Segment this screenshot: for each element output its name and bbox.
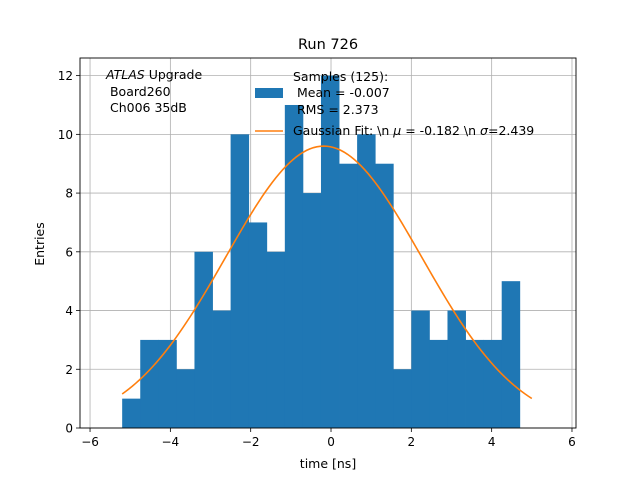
y-tick-label: 10	[58, 128, 73, 142]
histogram-bar	[176, 369, 195, 428]
atlas-label: ATLAS	[105, 67, 145, 82]
legend-histogram-swatch	[255, 88, 283, 98]
histogram-bar	[122, 398, 141, 428]
histogram-bar	[357, 134, 376, 428]
upgrade-label: Upgrade	[145, 67, 203, 82]
x-axis-label: time [ns]	[300, 456, 356, 471]
x-tick-label: 4	[488, 435, 496, 449]
x-tick-label: −4	[162, 435, 180, 449]
histogram-bar	[393, 369, 412, 428]
histogram-bar	[248, 222, 268, 428]
histogram-bars	[122, 75, 521, 428]
legend-samples-label: Samples (125):	[293, 69, 388, 84]
channel-label: Ch006 35dB	[106, 100, 187, 115]
atlas-annotation: ATLAS Upgrade Board260 Ch006 35dB	[105, 67, 202, 115]
legend-fit-label: Gaussian Fit: \n μ = -0.182 \n σ=2.439	[293, 123, 534, 138]
y-axis-label: Entries	[32, 222, 47, 266]
x-tick-label: −2	[242, 435, 260, 449]
histogram-bar	[266, 251, 286, 428]
histogram-bar	[465, 339, 485, 428]
chart-title: Run 726	[298, 37, 358, 53]
x-tick-label: 0	[327, 435, 335, 449]
y-tick-label: 12	[58, 69, 73, 83]
x-tick-label: 2	[408, 435, 416, 449]
gaussian-fit-curve	[121, 145, 533, 400]
histogram-bar	[411, 310, 430, 428]
board-label: Board260	[106, 84, 171, 99]
legend-mean-label: Mean = -0.007	[293, 85, 390, 100]
histogram-bar	[194, 251, 213, 428]
legend: Samples (125): Mean = -0.007 RMS = 2.373…	[255, 69, 534, 138]
y-tick-label: 8	[65, 187, 73, 201]
y-tick-label: 6	[65, 245, 73, 259]
y-tick-label: 0	[65, 422, 73, 436]
svg-text:ATLAS Upgrade: ATLAS Upgrade	[105, 67, 202, 82]
histogram-bar	[429, 339, 448, 428]
histogram-bar	[212, 310, 232, 428]
axis-ticks: −6 −4 −2 0 2 4 6 0 2 4 6 8 10 12	[58, 69, 576, 449]
plot-frame	[79, 57, 577, 429]
histogram-bar	[320, 75, 340, 428]
x-tick-label: 6	[568, 435, 576, 449]
x-tick-label: −6	[81, 435, 99, 449]
histogram-bar	[230, 134, 250, 428]
legend-rms-label: RMS = 2.373	[293, 102, 379, 117]
y-tick-label: 2	[65, 363, 73, 377]
histogram-bar	[447, 310, 466, 428]
histogram-bar	[375, 163, 394, 428]
histogram-bar	[483, 339, 503, 428]
histogram-bar	[140, 339, 159, 428]
histogram-bar	[284, 104, 304, 428]
y-tick-label: 4	[65, 304, 73, 318]
histogram-bar	[158, 339, 177, 428]
histogram-bar	[501, 281, 521, 428]
histogram-bar	[339, 163, 358, 428]
histogram-bar	[302, 193, 322, 428]
